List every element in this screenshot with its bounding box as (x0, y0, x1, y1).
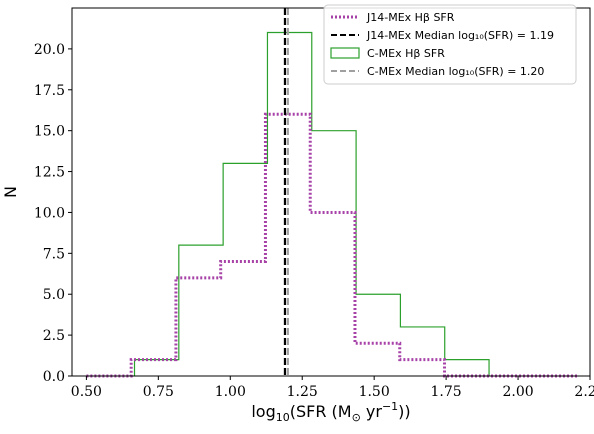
x-axis-label: log10(SFR (M⊙ yr−1)) (251, 400, 410, 424)
y-tick-label: 5.0 (43, 287, 65, 303)
plot-area (86, 8, 579, 378)
y-tick-label: 17.5 (34, 83, 65, 99)
legend-swatch (330, 47, 360, 59)
y-tick-label: 15.0 (34, 124, 65, 140)
histogram-c-mex (133, 31, 490, 376)
x-tick-label: 1.75 (431, 384, 462, 400)
axis-ticks: 0.50 0.75 1.00 1.25 1.50 1.75 2.00 2.25 0.0 2.5 5.… (34, 42, 594, 400)
histogram-j14-mex (86, 112, 579, 378)
x-tick-label: 0.50 (71, 384, 102, 400)
y-tick-label: 2.5 (43, 328, 65, 344)
legend: J14-MEx Hβ SFR J14-MEx Median log₁₀(SFR) … (323, 4, 577, 85)
y-tick-label: 0.0 (43, 369, 65, 385)
x-tick-label: 1.25 (287, 384, 318, 400)
legend-entry-label: C-MEx Median log₁₀(SFR) = 1.20 (367, 65, 544, 78)
legend-entry-label: J14-MEx Hβ SFR (366, 11, 455, 24)
x-tick-label: 1.50 (359, 384, 390, 400)
y-axis-label: N (1, 186, 20, 198)
legend-entry-label: J14-MEx Median log₁₀(SFR) = 1.19 (366, 29, 554, 42)
x-tick-label: 2.25 (574, 384, 594, 400)
x-tick-label: 0.75 (143, 384, 174, 400)
y-tick-label: 20.0 (34, 42, 65, 58)
y-tick-label: 10.0 (34, 205, 65, 221)
y-tick-label: 7.5 (43, 246, 65, 262)
y-tick-label: 12.5 (34, 165, 65, 181)
legend-entry-label: C-MEx Hβ SFR (367, 47, 445, 60)
x-tick-label: 2.00 (502, 384, 533, 400)
legend-box (323, 4, 577, 85)
x-tick-label: 1.00 (215, 384, 246, 400)
